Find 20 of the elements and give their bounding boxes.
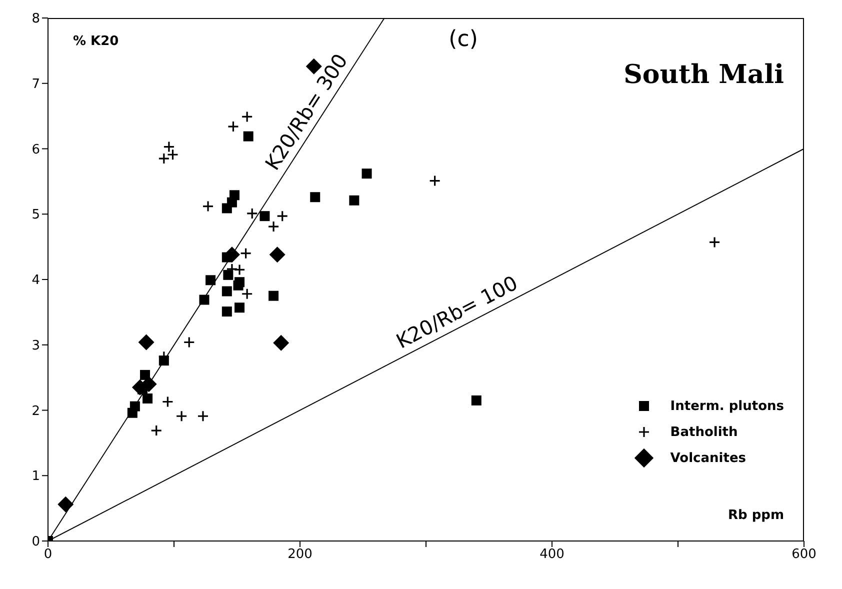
y-tick-label: 0 [32,534,40,550]
legend-label: Interm. plutons [670,398,784,414]
y-axis-title: % K20 [73,34,119,49]
legend-label: Volcanites [670,450,746,466]
y-tick-label: 1 [32,469,40,484]
x-tick-label: 0 [44,547,52,562]
y-tick-label: 6 [32,142,40,158]
y-tick-label: 7 [32,76,40,92]
y-tick-label: 5 [32,208,40,223]
y-tick-label: 2 [32,404,40,419]
y-tick-label: 8 [32,12,40,27]
y-tick-label: 3 [32,338,40,354]
x-axis-title: Rb ppm [728,508,784,523]
annotation: (c) [448,27,478,52]
x-tick-label: 400 [540,547,564,562]
text: South Mali [624,60,784,90]
legend-label: Batholith [670,424,738,440]
y-tick-label: 4 [32,273,40,288]
x-tick-label: 200 [288,547,312,562]
x-tick-label: 600 [792,547,816,562]
